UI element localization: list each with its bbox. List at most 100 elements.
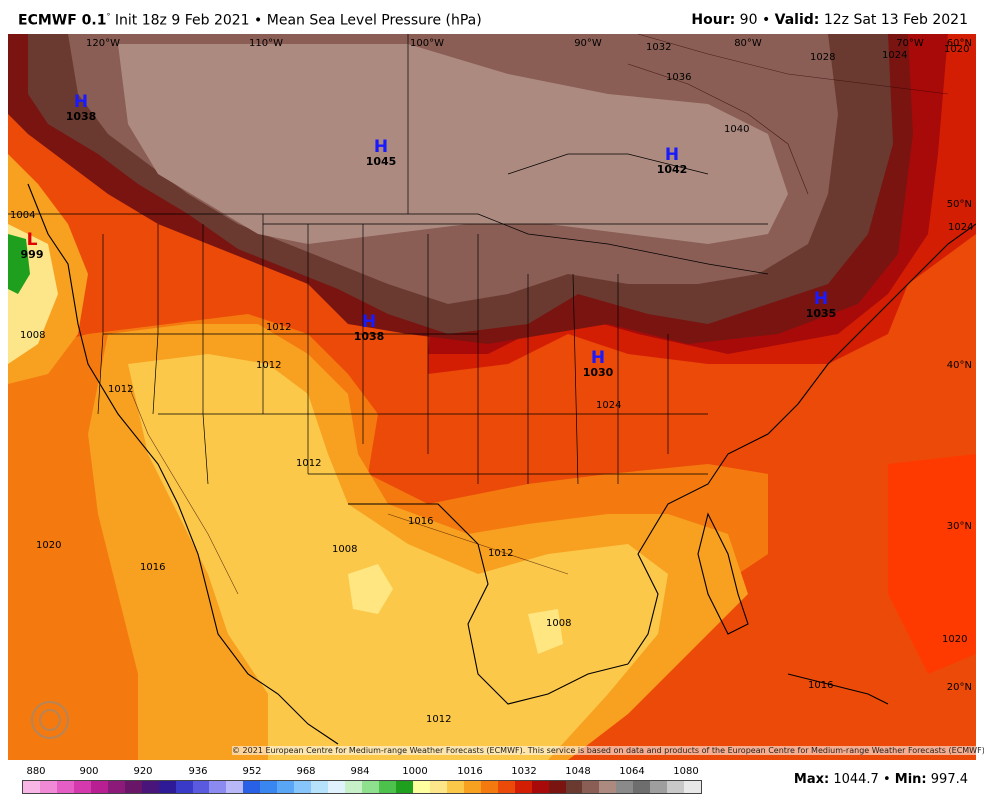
longitude-label: 90°W — [574, 38, 602, 49]
legend-tick-labels: 880 900 920 936 952 968 984 1000 1016 10… — [22, 766, 702, 778]
map-header: ECMWF 0.1° Init 18z 9 Feb 2021 • Mean Se… — [0, 0, 984, 34]
legend-swatch — [107, 781, 125, 793]
legend-tick: 1000 — [402, 766, 428, 777]
isobar-label: 1032 — [646, 42, 672, 53]
isobar-label: 1040 — [724, 124, 750, 135]
isobar-label: 1012 — [256, 360, 282, 371]
legend-swatch — [56, 781, 74, 793]
isobar-label: 1024 — [596, 400, 622, 411]
legend-tick: 984 — [350, 766, 370, 777]
isobar-label: 1012 — [266, 322, 292, 333]
legend-swatch — [379, 781, 396, 793]
product-name: Mean Sea Level Pressure (hPa) — [266, 12, 482, 29]
min-value: 997.4 — [930, 772, 968, 787]
legend-swatch — [582, 781, 600, 793]
init-time: Init 18z 9 Feb 2021 — [114, 12, 250, 29]
min-label: Min: — [894, 772, 927, 787]
legend-tick: 936 — [188, 766, 208, 777]
legend-swatch — [684, 781, 702, 793]
legend-swatch — [412, 781, 430, 793]
isobar-label: 1020 — [36, 540, 62, 551]
legend-swatch — [548, 781, 566, 793]
isobar-label: 1004 — [10, 210, 36, 221]
contour-1040 — [118, 44, 788, 244]
legend-swatch — [395, 781, 413, 793]
isobar-label: 1024 — [948, 222, 974, 233]
legend-tick: 1032 — [511, 766, 537, 777]
valid-label: Valid: — [774, 12, 820, 28]
legend-tick: 880 — [26, 766, 46, 777]
copyright-notice: © 2021 European Centre for Medium-range … — [232, 746, 984, 755]
forecast-valid-time: Hour: 90 • Valid: 12z Sat 13 Feb 2021 — [691, 12, 968, 28]
hour-value: 90 — [739, 12, 758, 28]
legend-swatch — [429, 781, 447, 793]
longitude-label: 110°W — [249, 38, 283, 49]
legend-swatch — [362, 781, 380, 793]
legend-tick: 1064 — [619, 766, 645, 777]
high-pressure-center: H 1035 — [805, 289, 837, 320]
isobar-label: 1012 — [108, 384, 134, 395]
legend-tick: 968 — [296, 766, 316, 777]
valid-value: 12z Sat 13 Feb 2021 — [823, 12, 968, 28]
legend-swatch — [209, 781, 227, 793]
max-min-readout: Max: 1044.7 • Min: 997.4 — [793, 772, 968, 787]
legend-swatch — [277, 781, 295, 793]
legend-swatch — [39, 781, 57, 793]
longitude-label: 80°W — [734, 38, 762, 49]
latitude-label: 60°N — [946, 38, 972, 49]
legend-tick: 1048 — [565, 766, 591, 777]
high-pressure-center: H 1045 — [365, 137, 397, 168]
isobar-label: 1020 — [944, 44, 970, 55]
legend-swatch — [599, 781, 617, 793]
isobar-label: 1008 — [546, 618, 572, 629]
isobar-label: 1036 — [666, 72, 692, 83]
pressure-map-svg — [8, 34, 976, 760]
contour-1008-gulf — [528, 609, 563, 654]
legend-tick: 952 — [242, 766, 262, 777]
low-pressure-center: L 999 — [20, 230, 44, 261]
legend-swatch — [497, 781, 515, 793]
high-pressure-center: H 1038 — [65, 92, 97, 123]
longitude-label: 120°W — [86, 38, 120, 49]
legend-swatch — [124, 781, 142, 793]
legend-swatch — [446, 781, 464, 793]
legend-tick: 1016 — [457, 766, 483, 777]
contour-1008 — [128, 354, 668, 760]
latitude-label: 50°N — [946, 199, 972, 210]
high-pressure-center: H 1042 — [656, 145, 688, 176]
isobar-label: 1016 — [140, 562, 166, 573]
legend-swatch — [192, 781, 210, 793]
state-borders — [8, 34, 769, 485]
isobar-label: 1016 — [408, 516, 434, 527]
high-pressure-center: H 1030 — [582, 348, 614, 379]
legend-swatch — [90, 781, 108, 793]
isobar-label: 1016 — [808, 680, 834, 691]
legend-swatch — [463, 781, 481, 793]
contour-1008-texas — [348, 564, 393, 614]
legend-swatch — [311, 781, 329, 793]
legend-tick: 920 — [133, 766, 153, 777]
legend-swatch — [158, 781, 176, 793]
pressure-map[interactable] — [8, 34, 976, 760]
legend-swatch — [480, 781, 498, 793]
legend-tick: 900 — [79, 766, 99, 777]
legend-swatch — [226, 781, 244, 793]
isobar-label: 1020 — [942, 634, 968, 645]
weatherbell-logo — [31, 701, 69, 739]
model-name: ECMWF 0.1 — [18, 12, 107, 29]
legend-swatch — [514, 781, 532, 793]
legend-swatch — [531, 781, 549, 793]
legend-swatch — [328, 781, 346, 793]
hour-label: Hour: — [691, 12, 736, 28]
legend-swatch — [667, 781, 685, 793]
isobar-label: 1008 — [332, 544, 358, 555]
longitude-label: 70°W — [896, 38, 924, 49]
legend-swatch — [565, 781, 583, 793]
legend-swatch — [633, 781, 651, 793]
legend-swatch — [650, 781, 668, 793]
contour-atlantic-1020 — [888, 454, 976, 674]
latitude-label: 30°N — [946, 521, 972, 532]
latitude-label: 20°N — [946, 682, 972, 693]
isobar-label: 1012 — [488, 548, 514, 559]
latitude-label: 40°N — [946, 360, 972, 371]
